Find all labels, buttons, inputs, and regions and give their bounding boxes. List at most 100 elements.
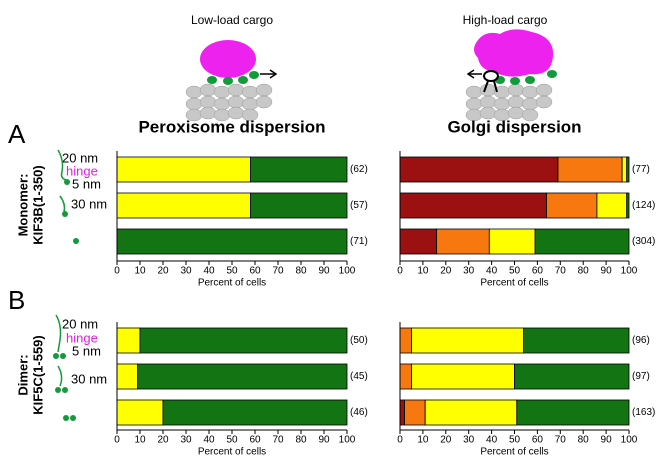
construct-label: KIF3B(1-350) [30,165,45,244]
chart-title: Peroxisome dispersion [138,117,325,136]
x-tick-label: 10 [417,435,429,446]
bar-segment [515,364,630,389]
x-tick-label: 50 [509,435,521,446]
bar-segment [437,229,490,254]
x-tick-label: 90 [318,266,330,277]
bar-segment [411,328,523,353]
x-tick-label: 10 [134,266,146,277]
bar-segment [138,364,347,389]
n-label: (62) [350,164,368,175]
bar-segment [117,193,250,218]
n-label: (46) [350,407,368,418]
x-tick-label: 90 [318,435,330,446]
x-tick-label: 10 [134,435,146,446]
x-tick-label: 100 [339,266,356,277]
annotation: 5 nm [72,343,101,358]
n-label: (97) [632,371,650,382]
bar-segment [400,328,411,353]
bar-segment [400,400,405,425]
x-tick-label: 100 [621,266,638,277]
bar-segment [627,157,629,182]
bar-segment [597,193,627,218]
x-tick-label: 0 [114,266,120,277]
low-load-cartoon [186,40,276,121]
x-tick-label: 30 [463,266,475,277]
x-tick-label: 40 [486,435,498,446]
x-tick-label: 40 [486,266,498,277]
bar-segment [405,400,426,425]
x-axis-label: Percent of cells [480,278,548,289]
bar-segment [411,364,514,389]
n-label: (304) [632,236,655,247]
x-tick-label: 70 [272,266,284,277]
bar-segment [117,229,347,254]
x-tick-label: 50 [509,266,521,277]
chart-title: Golgi dispersion [447,117,581,136]
x-tick-label: 30 [180,266,192,277]
bar-segment [117,157,250,182]
bar-segment [400,157,558,182]
x-tick-label: 30 [180,435,192,446]
bar-segment [517,400,629,425]
x-tick-label: 20 [440,435,452,446]
x-tick-label: 60 [532,266,544,277]
x-tick-label: 20 [157,266,169,277]
x-tick-label: 40 [203,435,215,446]
construct-label: Monomer: [15,174,30,237]
x-tick-label: 20 [440,266,452,277]
bar-segment [489,229,535,254]
bar-segment [117,364,138,389]
n-label: (50) [350,335,368,346]
bar-segment [558,157,622,182]
x-tick-label: 90 [601,266,613,277]
x-tick-label: 0 [397,266,403,277]
x-tick-label: 80 [295,435,307,446]
bar-segment [547,193,597,218]
x-tick-label: 80 [295,266,307,277]
x-tick-label: 90 [601,435,613,446]
n-label: (96) [632,335,650,346]
annotation: 30 nm [71,196,107,211]
x-tick-label: 70 [555,266,567,277]
bar-segment [535,229,629,254]
x-tick-label: 50 [226,266,238,277]
x-tick-label: 30 [463,435,475,446]
n-label: (124) [632,200,655,211]
bar-segment [250,193,347,218]
panel-letter: B [8,285,25,315]
bar-segment [117,400,163,425]
x-tick-label: 20 [157,435,169,446]
annotation: 5 nm [72,176,101,191]
annotation: 20 nm [62,316,98,331]
x-tick-label: 60 [532,435,544,446]
bar-segment [117,328,140,353]
annotation: 30 nm [71,371,107,386]
bar-segment [622,157,627,182]
figure: Low-load cargo High-load cargo A Monomer… [0,0,666,462]
bar-segment [425,400,517,425]
bar-segment [250,157,347,182]
x-tick-label: 0 [114,435,120,446]
x-tick-label: 80 [578,266,590,277]
x-tick-label: 60 [249,266,261,277]
bar-segment [627,193,629,218]
x-tick-label: 80 [578,435,590,446]
x-tick-label: 0 [397,435,403,446]
x-axis-label: Percent of cells [198,447,266,458]
n-label: (77) [632,164,650,175]
bar-segment [400,364,411,389]
x-tick-label: 60 [249,435,261,446]
bar-segment [400,193,547,218]
construct-label: KIF5C(1-559) [30,335,45,414]
x-tick-label: 100 [339,435,356,446]
bar-segment [400,229,437,254]
n-label: (71) [350,236,368,247]
x-tick-label: 40 [203,266,215,277]
x-tick-label: 70 [272,435,284,446]
high-load-cartoon [466,29,557,121]
x-tick-label: 50 [226,435,238,446]
x-tick-label: 10 [417,266,429,277]
x-tick-label: 100 [621,435,638,446]
bar-segment [163,400,347,425]
x-axis-label: Percent of cells [198,278,266,289]
